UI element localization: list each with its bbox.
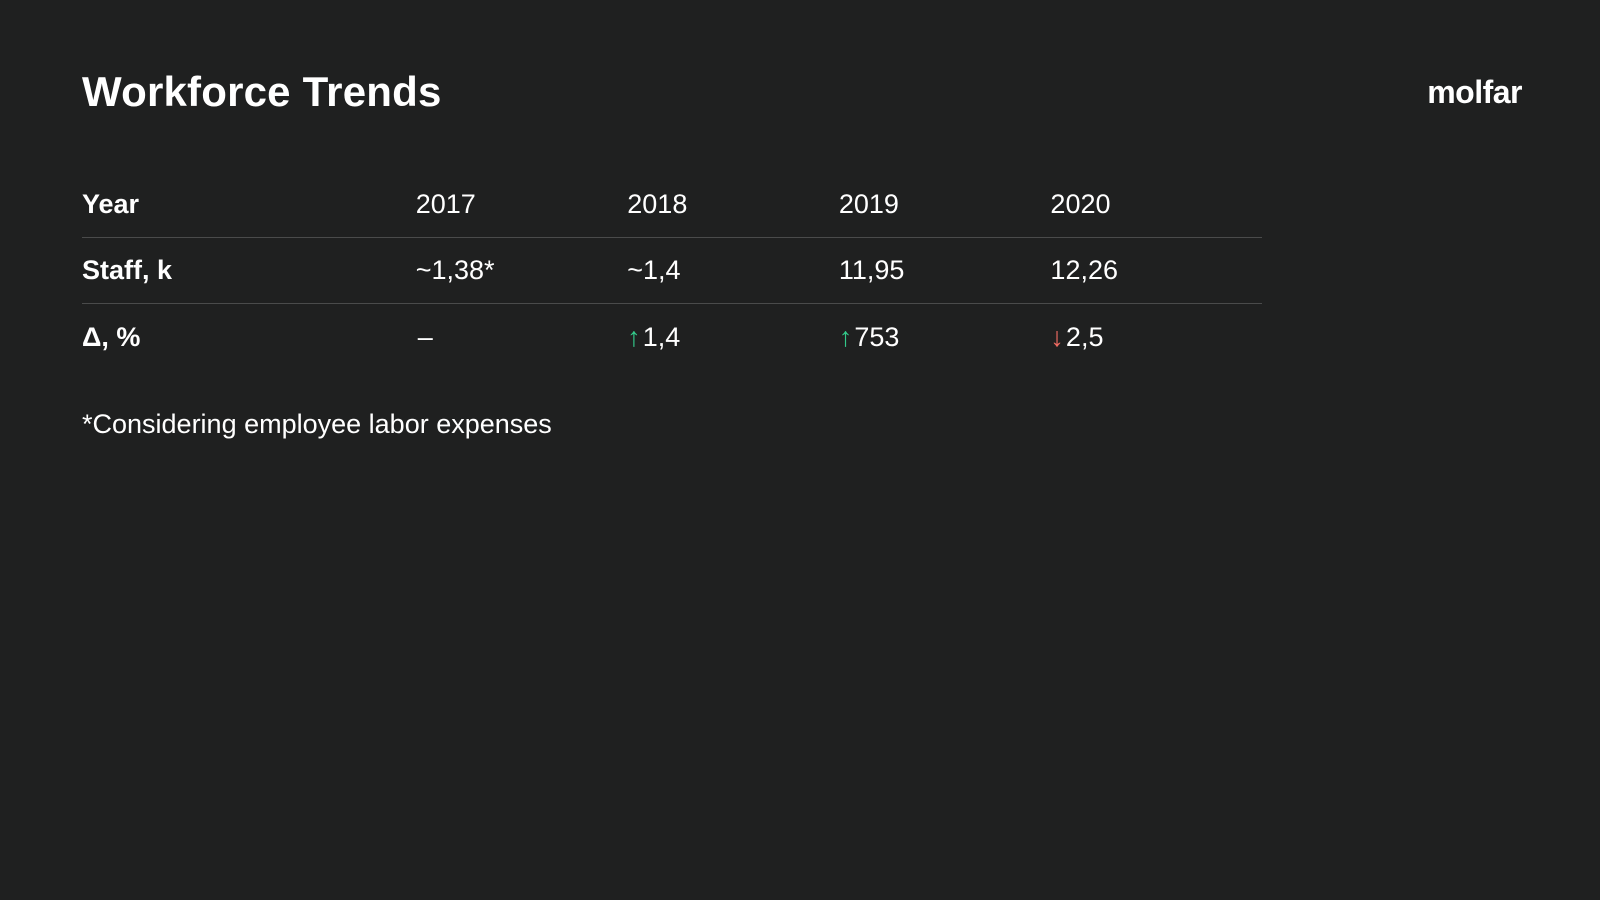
row-label: Δ, % <box>82 321 141 352</box>
staff-cell: 12,26 <box>1050 255 1118 285</box>
row-label: Staff, k <box>82 255 173 285</box>
delta-cell: ↓2,5 <box>1050 322 1262 353</box>
staff-cell: ~1,4 <box>627 255 681 285</box>
staff-cell: ~1,38* <box>415 255 495 285</box>
arrow-up-icon: ↑ <box>627 321 641 352</box>
table-row-year: Year 2017 2018 2019 2020 <box>82 172 1262 238</box>
delta-cell: ↑753 <box>839 322 1051 353</box>
year-cell: 2020 <box>1050 189 1111 219</box>
delta-cell: – <box>416 322 628 353</box>
table-row-delta: Δ, % – ↑1,4 ↑753 ↓2,5 <box>82 304 1262 370</box>
workforce-table: Year 2017 2018 2019 2020 Staff, k ~1,38*… <box>82 172 1262 370</box>
year-cell: 2017 <box>415 189 476 219</box>
arrow-down-icon: ↓ <box>1050 321 1064 352</box>
molfar-logo: molfar <box>1427 74 1522 110</box>
delta-value: – <box>417 321 433 352</box>
delta-cell: ↑1,4 <box>627 322 839 353</box>
delta-value: 753 <box>854 321 900 352</box>
delta-value: 2,5 <box>1065 321 1104 352</box>
table-row-staff: Staff, k ~1,38* ~1,4 11,95 12,26 <box>82 238 1262 304</box>
delta-value: 1,4 <box>642 321 681 352</box>
row-label: Year <box>82 189 140 219</box>
arrow-up-icon: ↑ <box>838 321 853 352</box>
year-cell: 2018 <box>627 189 688 219</box>
footnote: *Considering employee labor expenses <box>82 409 552 439</box>
staff-cell: 11,95 <box>838 255 905 285</box>
page-title: Workforce Trends <box>82 68 442 115</box>
year-cell: 2019 <box>838 189 899 219</box>
